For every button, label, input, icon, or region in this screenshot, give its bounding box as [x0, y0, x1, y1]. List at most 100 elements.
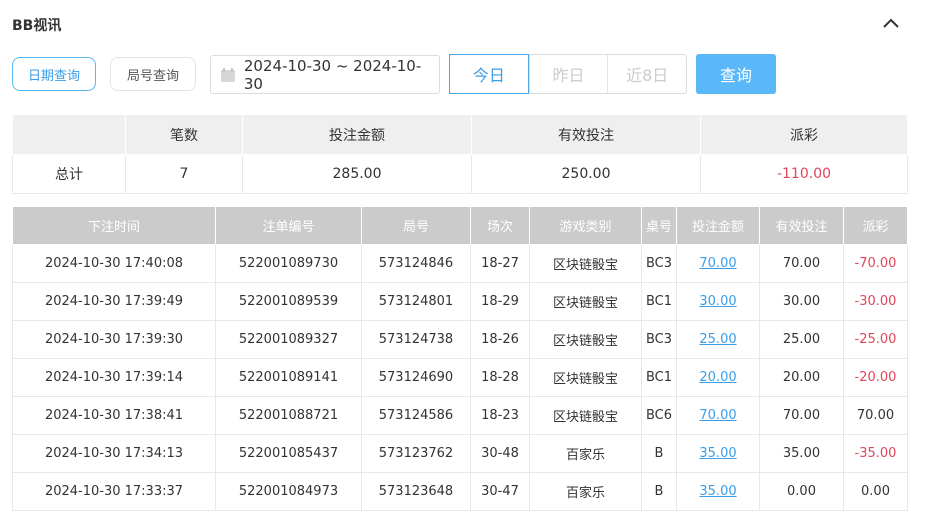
table-cell: 20.00	[759, 358, 844, 397]
table-cell: 20.00	[676, 358, 760, 397]
table-cell: 573124846	[361, 244, 471, 283]
table-cell: 0.00	[759, 472, 844, 511]
table-cell: 18-27	[470, 244, 530, 283]
bet-amount-link[interactable]: 35.00	[699, 446, 737, 461]
table-cell: B	[641, 434, 677, 473]
tab-date-query[interactable]: 日期查询	[12, 57, 96, 91]
table-cell: 522001084973	[215, 472, 362, 511]
quick-range-group: 今日 昨日 近8日	[449, 54, 687, 94]
summary-header: 投注金额	[242, 114, 472, 155]
column-header: 投注金额	[676, 206, 760, 245]
summary-header: 派彩	[700, 114, 908, 155]
bet-amount-link[interactable]: 70.00	[699, 256, 737, 271]
table-cell: 70.00	[676, 244, 760, 283]
table-cell: 2024-10-30 17:39:30	[12, 320, 216, 359]
table-cell: 522001089327	[215, 320, 362, 359]
table-row: 2024-10-30 17:34:13 522001085437 573123762…	[12, 434, 908, 473]
table-cell: 18-26	[470, 320, 530, 359]
table-cell: 区块链骰宝	[529, 244, 642, 283]
table-cell: 522001089141	[215, 358, 362, 397]
table-row: 2024-10-30 17:39:49 522001089539 573124801…	[12, 282, 908, 321]
date-range-input[interactable]: 2024-10-30 ~ 2024-10-30	[210, 55, 440, 94]
table-cell: BC3	[641, 244, 677, 283]
table-cell: BC1	[641, 358, 677, 397]
table-row: 2024-10-30 17:33:37 522001084973 573123648…	[12, 472, 908, 511]
details-table: 下注时间 注单编号 局号 场次 游戏类别 桌号 投注金额 有效投注 派彩 2024-10-30 1…	[12, 206, 908, 511]
date-range-value: 2024-10-30 ~ 2024-10-30	[243, 56, 422, 93]
table-cell: 区块链骰宝	[529, 358, 642, 397]
table-cell: 2024-10-30 17:39:49	[12, 282, 216, 321]
table-cell: 70.00	[759, 396, 844, 435]
table-cell: 30.00	[676, 282, 760, 321]
table-cell: 18-28	[470, 358, 530, 397]
summary-header: 有效投注	[471, 114, 701, 155]
table-cell: 522001085437	[215, 434, 362, 473]
table-cell: -30.00	[843, 282, 908, 321]
table-cell: 70.00	[843, 396, 908, 435]
table-cell: 573123762	[361, 434, 471, 473]
table-cell: 30.00	[759, 282, 844, 321]
table-row: 2024-10-30 17:39:14 522001089141 573124690…	[12, 358, 908, 397]
tab-round-query[interactable]: 局号查询	[110, 57, 196, 91]
table-cell: 18-23	[470, 396, 530, 435]
summary-cell: 285.00	[242, 154, 472, 194]
column-header: 下注时间	[12, 206, 216, 245]
table-cell: 区块链骰宝	[529, 320, 642, 359]
summary-cell: 250.00	[471, 154, 701, 194]
table-cell: 30-48	[470, 434, 530, 473]
column-header: 派彩	[843, 206, 908, 245]
bet-amount-link[interactable]: 25.00	[699, 332, 737, 347]
table-cell: 573123648	[361, 472, 471, 511]
table-cell: 25.00	[676, 320, 760, 359]
bet-amount-link[interactable]: 30.00	[699, 294, 737, 309]
column-header: 注单编号	[215, 206, 362, 245]
summary-cell: 7	[125, 154, 243, 194]
calendar-icon	[220, 67, 235, 82]
table-cell: 573124738	[361, 320, 471, 359]
summary-table: 笔数 投注金额 有效投注 派彩总计 7 285.00 250.00 -110.00	[12, 114, 908, 194]
table-cell: -35.00	[843, 434, 908, 473]
summary-cell: -110.00	[700, 154, 908, 194]
column-header: 局号	[361, 206, 471, 245]
query-button[interactable]: 查询	[696, 54, 776, 94]
summary-cell: 总计	[12, 154, 126, 194]
summary-header	[12, 114, 126, 155]
table-cell: 70.00	[759, 244, 844, 283]
table-cell: 35.00	[759, 434, 844, 473]
table-cell: 2024-10-30 17:40:08	[12, 244, 216, 283]
last-8-days-button[interactable]: 近8日	[607, 55, 686, 93]
section-title: BB视讯	[12, 18, 62, 34]
table-row: 2024-10-30 17:40:08 522001089730 573124846…	[12, 244, 908, 283]
column-header: 有效投注	[759, 206, 844, 245]
table-cell: 522001089730	[215, 244, 362, 283]
table-cell: 区块链骰宝	[529, 396, 642, 435]
today-button[interactable]: 今日	[449, 54, 529, 94]
summary-header: 笔数	[125, 114, 243, 155]
table-cell: 区块链骰宝	[529, 282, 642, 321]
table-cell: 25.00	[759, 320, 844, 359]
table-cell: 573124690	[361, 358, 471, 397]
table-cell: B	[641, 472, 677, 511]
table-cell: 百家乐	[529, 434, 642, 473]
bet-amount-link[interactable]: 70.00	[699, 408, 737, 423]
table-row: 2024-10-30 17:38:41 522001088721 573124586…	[12, 396, 908, 435]
table-row: 2024-10-30 17:39:30 522001089327 573124738…	[12, 320, 908, 359]
table-cell: 35.00	[676, 472, 760, 511]
table-cell: -25.00	[843, 320, 908, 359]
table-cell: BC6	[641, 396, 677, 435]
table-cell: 70.00	[676, 396, 760, 435]
table-cell: BC3	[641, 320, 677, 359]
yesterday-button[interactable]: 昨日	[528, 55, 608, 93]
bet-amount-link[interactable]: 20.00	[699, 370, 737, 385]
column-header: 游戏类别	[529, 206, 642, 245]
bet-amount-link[interactable]: 35.00	[699, 484, 737, 499]
table-cell: 573124586	[361, 396, 471, 435]
table-cell: 2024-10-30 17:34:13	[12, 434, 216, 473]
column-header: 桌号	[641, 206, 677, 245]
table-cell: 573124801	[361, 282, 471, 321]
table-cell: 百家乐	[529, 472, 642, 511]
chevron-up-icon[interactable]	[880, 12, 902, 34]
table-cell: 2024-10-30 17:38:41	[12, 396, 216, 435]
table-cell: 2024-10-30 17:33:37	[12, 472, 216, 511]
table-cell: 2024-10-30 17:39:14	[12, 358, 216, 397]
